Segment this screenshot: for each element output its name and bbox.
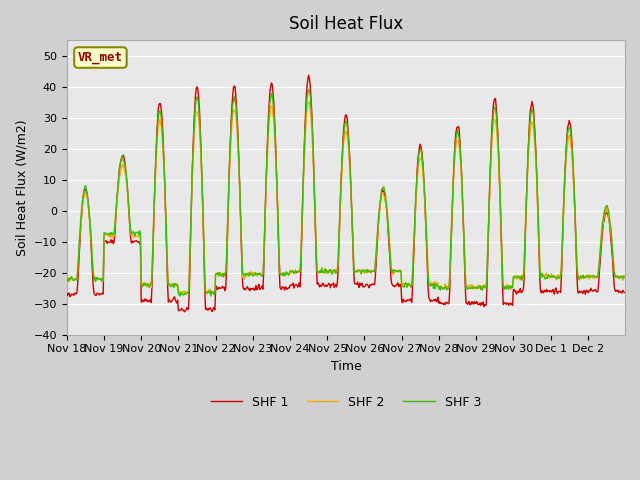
SHF 2	[217, 274, 225, 279]
SHF 3	[620, 275, 628, 281]
SHF 1	[415, 149, 422, 155]
SHF 2	[63, 276, 70, 282]
SHF 1	[131, 239, 138, 244]
SHF 1	[305, 72, 312, 78]
SHF 3	[63, 277, 70, 283]
SHF 3	[73, 277, 81, 283]
SHF 2	[73, 276, 81, 282]
SHF 2	[188, 195, 195, 201]
SHF 2	[431, 279, 439, 285]
SHF 2	[183, 291, 191, 297]
SHF 3	[176, 293, 184, 299]
SHF 1	[431, 298, 439, 304]
Text: VR_met: VR_met	[78, 51, 123, 64]
SHF 1	[73, 290, 81, 296]
SHF 1	[63, 291, 70, 297]
X-axis label: Time: Time	[330, 360, 361, 373]
SHF 2	[415, 160, 422, 166]
SHF 1	[620, 289, 628, 295]
SHF 1	[180, 309, 188, 315]
SHF 3	[431, 286, 439, 292]
SHF 3	[415, 152, 422, 158]
SHF 3	[131, 230, 138, 236]
Line: SHF 1: SHF 1	[67, 75, 624, 312]
Legend: SHF 1, SHF 2, SHF 3: SHF 1, SHF 2, SHF 3	[205, 391, 486, 414]
SHF 2	[620, 272, 628, 278]
Title: Soil Heat Flux: Soil Heat Flux	[289, 15, 403, 33]
SHF 1	[217, 285, 225, 291]
Y-axis label: Soil Heat Flux (W/m2): Soil Heat Flux (W/m2)	[15, 119, 28, 256]
Line: SHF 3: SHF 3	[67, 89, 624, 296]
SHF 2	[305, 99, 312, 105]
SHF 3	[188, 190, 195, 195]
SHF 3	[305, 86, 312, 92]
Line: SHF 2: SHF 2	[67, 102, 624, 294]
SHF 3	[217, 272, 225, 277]
SHF 1	[188, 195, 195, 201]
SHF 2	[131, 235, 138, 240]
